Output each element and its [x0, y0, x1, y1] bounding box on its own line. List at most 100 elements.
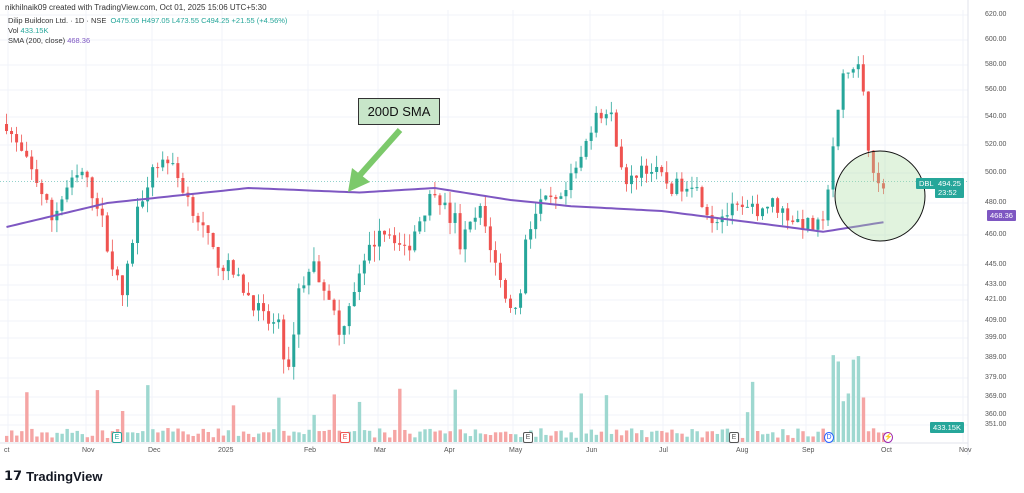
candle-body [771, 198, 775, 207]
volume-bar [534, 436, 538, 442]
volume-bar [493, 432, 498, 442]
volume-bar [367, 430, 372, 442]
volume-bar [161, 430, 165, 442]
volume-bar [720, 429, 725, 442]
price-tick: 520.00 [985, 141, 1007, 148]
candle-body [529, 229, 533, 240]
sma-value: 468.36 [67, 36, 91, 45]
candle-body [110, 251, 114, 270]
price-tick: 460.00 [985, 231, 1007, 238]
close-value: C494.25 [201, 16, 230, 25]
volume-bar [655, 430, 659, 442]
volume-bar [372, 437, 377, 442]
volume-bar [15, 435, 19, 442]
volume-bar [705, 431, 709, 442]
sma-label[interactable]: SMA (200, close) [8, 36, 66, 45]
price-tick: 540.00 [985, 113, 1007, 120]
volume-bar [20, 431, 24, 442]
candle-body [640, 165, 644, 178]
volume-bar [609, 433, 614, 442]
price-tick: 445.00 [985, 261, 1007, 268]
tradingview-logo[interactable]: 𝟭𝟳 TradingView [4, 468, 103, 484]
candle-body [846, 72, 850, 74]
candle-body [85, 171, 89, 178]
earnings-marker[interactable]: E [729, 432, 739, 443]
sma-line [6, 186, 884, 233]
split-marker-icon[interactable]: ⚡ [883, 432, 893, 443]
candle-body [836, 109, 840, 147]
candle-body [272, 322, 276, 324]
candle-body [80, 171, 84, 176]
candle-body [40, 182, 44, 195]
volume-bar [317, 431, 321, 442]
candle-body [650, 171, 654, 174]
month-tick: Apr [444, 447, 455, 454]
candle-body [655, 166, 659, 172]
candle-body [735, 203, 739, 205]
candle-body [347, 306, 351, 327]
price-tick: 620.00 [985, 11, 1007, 18]
volume-bar [35, 436, 39, 442]
candle-body [589, 132, 593, 141]
volume-bar [514, 434, 518, 442]
candle-body [352, 292, 356, 307]
volume-bar [660, 431, 664, 442]
volume-bar [428, 428, 432, 442]
price-tick: 600.00 [985, 36, 1007, 43]
volume-bar [458, 429, 462, 442]
month-tick: Jul [659, 447, 668, 454]
volume-bar [483, 434, 488, 442]
volume-bar [463, 433, 468, 442]
candle-body [30, 156, 34, 170]
earnings-marker[interactable]: E [112, 432, 122, 443]
candle-body [695, 187, 699, 189]
dividend-marker[interactable]: D [824, 432, 834, 443]
candle-body [120, 275, 124, 296]
volume-bar [418, 431, 422, 442]
annotation-arrow [357, 128, 403, 177]
volume-bar [201, 428, 205, 442]
volume-bar [186, 434, 190, 442]
volume-bar [680, 433, 684, 442]
month-tick: Aug [736, 447, 749, 454]
volume-bar [448, 431, 452, 442]
candle-body [599, 112, 603, 119]
candle-body [70, 177, 74, 188]
candle-body [609, 112, 613, 115]
volume-bar [594, 434, 599, 442]
volume-bar [377, 428, 382, 442]
price-tick: 369.00 [985, 393, 1007, 400]
candle-body [493, 250, 497, 263]
earnings-marker[interactable]: E [340, 432, 350, 443]
price-tick: 389.00 [985, 354, 1007, 361]
volume-bar [120, 411, 125, 442]
candle-body [645, 165, 649, 174]
candle-body [710, 215, 714, 224]
candle-body [403, 244, 407, 246]
candle-body [312, 261, 316, 272]
candle-body [690, 187, 694, 189]
volume-bar [151, 429, 155, 442]
volume-bar [690, 429, 694, 442]
candle-body [211, 232, 215, 248]
volume-bar [438, 430, 442, 442]
earnings-marker[interactable]: E [523, 432, 533, 443]
volume-bar [675, 433, 679, 442]
volume-bar [393, 429, 397, 442]
candle-body [65, 187, 69, 200]
candle-body [388, 234, 392, 236]
candle-body [715, 222, 719, 224]
candle-body [478, 205, 482, 218]
candle-body [448, 202, 452, 223]
last-price: 494.25 [938, 179, 961, 188]
candle-body [226, 260, 230, 272]
volume-bar [539, 428, 543, 442]
volume-bar [146, 385, 150, 442]
candle-body [161, 159, 165, 168]
symbol-label[interactable]: Dilip Buildcon Ltd. · 1D · NSE [8, 16, 107, 25]
volume-bar [246, 433, 251, 442]
candle-body [564, 190, 568, 197]
candle-body [297, 288, 301, 335]
candle-body [796, 219, 800, 223]
